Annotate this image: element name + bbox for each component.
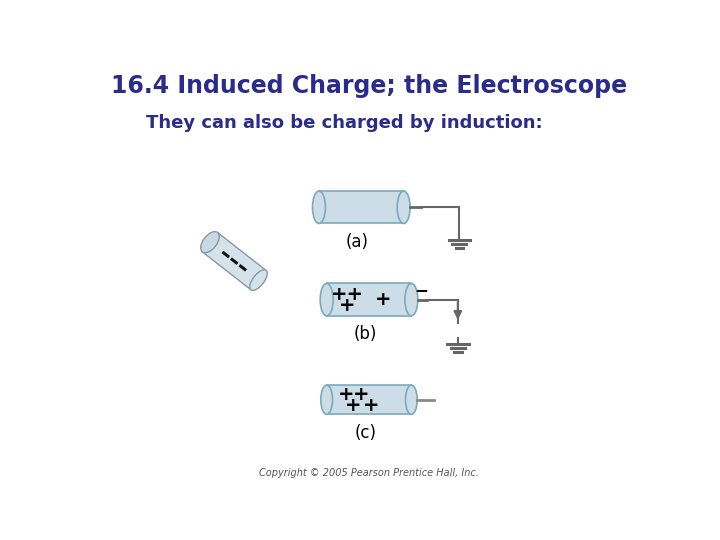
Ellipse shape	[312, 191, 325, 224]
Text: +: +	[363, 396, 379, 415]
Text: (b): (b)	[354, 325, 377, 343]
Text: +: +	[338, 385, 354, 404]
Ellipse shape	[397, 191, 410, 224]
Text: +: +	[353, 385, 369, 404]
Ellipse shape	[201, 232, 220, 253]
Text: ++: ++	[331, 285, 364, 304]
Text: They can also be charged by induction:: They can also be charged by induction:	[145, 113, 542, 132]
Bar	[327, 284, 411, 316]
Ellipse shape	[405, 284, 418, 316]
Ellipse shape	[405, 385, 417, 414]
Text: 16.4 Induced Charge; the Electroscope: 16.4 Induced Charge; the Electroscope	[111, 75, 627, 98]
Bar	[319, 191, 404, 224]
Ellipse shape	[320, 284, 333, 316]
Text: Copyright © 2005 Pearson Prentice Hall, Inc.: Copyright © 2005 Pearson Prentice Hall, …	[259, 468, 479, 478]
Text: −: −	[414, 281, 428, 299]
Text: (c): (c)	[354, 423, 376, 442]
Text: (a): (a)	[346, 233, 369, 251]
Ellipse shape	[250, 270, 267, 291]
Text: +: +	[374, 290, 391, 309]
Text: +: +	[346, 396, 362, 415]
Bar	[327, 385, 411, 414]
Text: +: +	[339, 296, 356, 315]
Ellipse shape	[321, 385, 333, 414]
Polygon shape	[202, 233, 266, 290]
